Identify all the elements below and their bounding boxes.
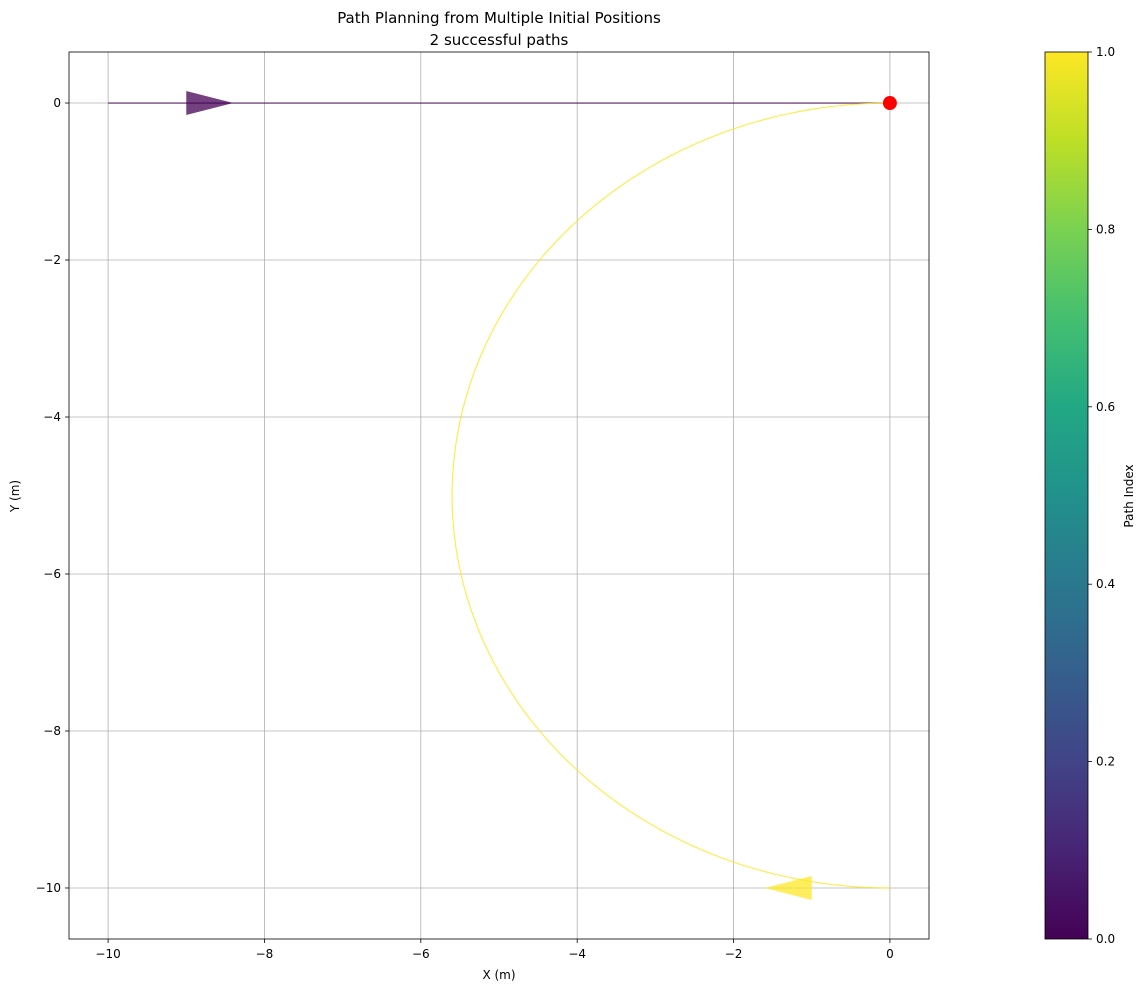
x-tick-label: 0 [886,947,894,961]
y-tick-label: −4 [43,410,61,424]
colorbar-tick-label: 0.4 [1096,577,1115,591]
x-tick-label: −6 [412,947,430,961]
colorbar-tick-label: 0.0 [1096,932,1115,946]
colorbar-ticks: 0.0 0.2 0.4 0.6 0.8 1.0 [1088,45,1115,946]
y-axis-ticks: 0 −2 −4 −6 −8 −10 [36,96,69,895]
colorbar-tick-label: 0.2 [1096,755,1115,769]
chart-title: Path Planning from Multiple Initial Posi… [337,9,661,27]
colorbar-tick-label: 0.6 [1096,400,1115,414]
x-axis-label: X (m) [482,968,515,982]
x-tick-label: −4 [568,947,586,961]
x-tick-label: −8 [256,947,274,961]
x-tick-label: −2 [725,947,743,961]
chart-subtitle: 2 successful paths [430,31,569,49]
plot-frame [68,51,930,940]
y-tick-label: −10 [36,881,61,895]
y-tick-label: −8 [43,724,61,738]
path-line-1 [451,102,890,889]
colorbar: 0.0 0.2 0.4 0.6 0.8 1.0 Path Index [1044,45,1136,946]
colorbar-gradient [1044,51,1089,940]
grid [69,52,929,939]
y-tick-label: −6 [43,567,61,581]
goal-marker [882,96,897,111]
y-axis-label: Y (m) [8,480,22,513]
x-tick-label: −10 [95,947,120,961]
y-tick-label: −2 [43,253,61,267]
series-layer [108,91,890,900]
y-tick-label: 0 [53,96,61,110]
colorbar-tick-label: 1.0 [1096,45,1115,59]
path-arrow-1 [764,875,812,900]
plot-background [69,52,929,939]
plot-area: −10 −8 −6 −4 −2 0 0 −2 −4 −6 −8 −10 [36,51,930,961]
colorbar-tick-label: 0.8 [1096,222,1115,236]
path-arrow-0 [186,91,234,116]
colorbar-label: Path Index [1122,464,1136,527]
x-axis-ticks: −10 −8 −6 −4 −2 0 [95,939,894,961]
